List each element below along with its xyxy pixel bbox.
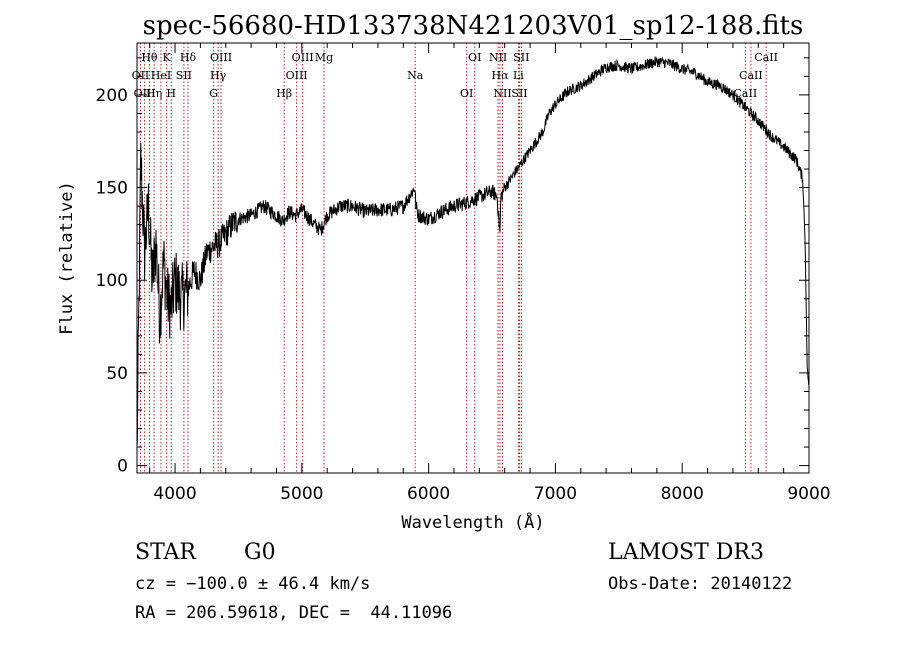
x-tick-label: 7000 bbox=[534, 484, 577, 504]
spectral-line-labels: HθOIIOIIIKHeIHηHδSIIHOIIIHγGOIIIOIIIHβMg… bbox=[132, 51, 778, 100]
spectral-line-label: CaII bbox=[739, 69, 763, 82]
chart-title: spec-56680-HD133738N421203V01_sp12-188.f… bbox=[143, 11, 804, 41]
spectral-line-label: G bbox=[209, 87, 218, 100]
spectral-line-label: SII bbox=[511, 87, 527, 100]
spectral-line-label: OIII bbox=[292, 51, 314, 64]
spectral-line-label: CaII bbox=[734, 87, 758, 100]
spectral-line-label: H bbox=[166, 87, 176, 100]
spectral-line-label: Hη bbox=[146, 87, 162, 100]
spectral-line-label: CaII bbox=[754, 51, 778, 64]
spectral-line-label: OIII bbox=[286, 69, 308, 82]
x-tick-label: 6000 bbox=[407, 484, 450, 504]
spectral-line-label: HeI bbox=[151, 69, 171, 82]
spectral-line-label: K bbox=[163, 51, 172, 64]
x-tick-label: 5000 bbox=[280, 484, 323, 504]
spectral-line-label: SII bbox=[513, 51, 529, 64]
redshift-cz: cz = −100.0 ± 46.4 km/s bbox=[135, 574, 371, 594]
y-axis-label: Flux (relative) bbox=[57, 181, 77, 335]
x-tick-label: 4000 bbox=[153, 484, 196, 504]
spectral-line-label: Hγ bbox=[210, 69, 227, 82]
object-subclass: G0 bbox=[244, 540, 276, 565]
y-tick-label: 200 bbox=[96, 86, 128, 106]
spectral-line-label: Hδ bbox=[180, 51, 197, 64]
spectral-line-label: Hβ bbox=[276, 87, 292, 100]
coordinates: RA = 206.59618, DEC = 44.11096 bbox=[135, 603, 453, 623]
survey-name: LAMOST DR3 bbox=[608, 540, 764, 565]
spectral-line-label: Hα bbox=[491, 69, 509, 82]
spectral-line-label: OIII bbox=[210, 51, 232, 64]
spectrum-line bbox=[136, 56, 810, 446]
spectral-line-label: Mg bbox=[315, 51, 333, 64]
spectral-line-label: SII bbox=[176, 69, 192, 82]
spectral-line-label: OIII bbox=[134, 87, 156, 100]
y-tick-label: 100 bbox=[96, 271, 128, 291]
spectral-line-label: OI bbox=[468, 51, 481, 64]
x-tick-label: 9000 bbox=[787, 484, 830, 504]
y-tick-label: 150 bbox=[96, 179, 128, 199]
spectral-line-label: Li bbox=[513, 69, 524, 82]
x-tick-label: 8000 bbox=[661, 484, 704, 504]
obs-date: Obs-Date: 20140122 bbox=[608, 574, 793, 594]
spectral-line-label: OI bbox=[460, 87, 473, 100]
plot-frame bbox=[136, 42, 810, 474]
x-axis-label: Wavelength (Å) bbox=[401, 511, 544, 533]
spectral-line-label: NII bbox=[493, 87, 511, 100]
y-axis: 0 50 100 150 200 bbox=[96, 57, 809, 477]
y-tick-label: 0 bbox=[117, 457, 128, 477]
spectral-line-label: OII bbox=[132, 69, 150, 82]
spectral-line-markers bbox=[139, 43, 767, 473]
object-class: STAR bbox=[135, 540, 196, 565]
spectral-line-label: Na bbox=[407, 69, 424, 82]
spectral-line-label: NII bbox=[489, 51, 507, 64]
spectral-line-label: Hθ bbox=[141, 51, 158, 64]
x-axis: 4000 5000 6000 7000 8000 9000 bbox=[149, 43, 831, 504]
y-tick-label: 50 bbox=[106, 364, 128, 384]
